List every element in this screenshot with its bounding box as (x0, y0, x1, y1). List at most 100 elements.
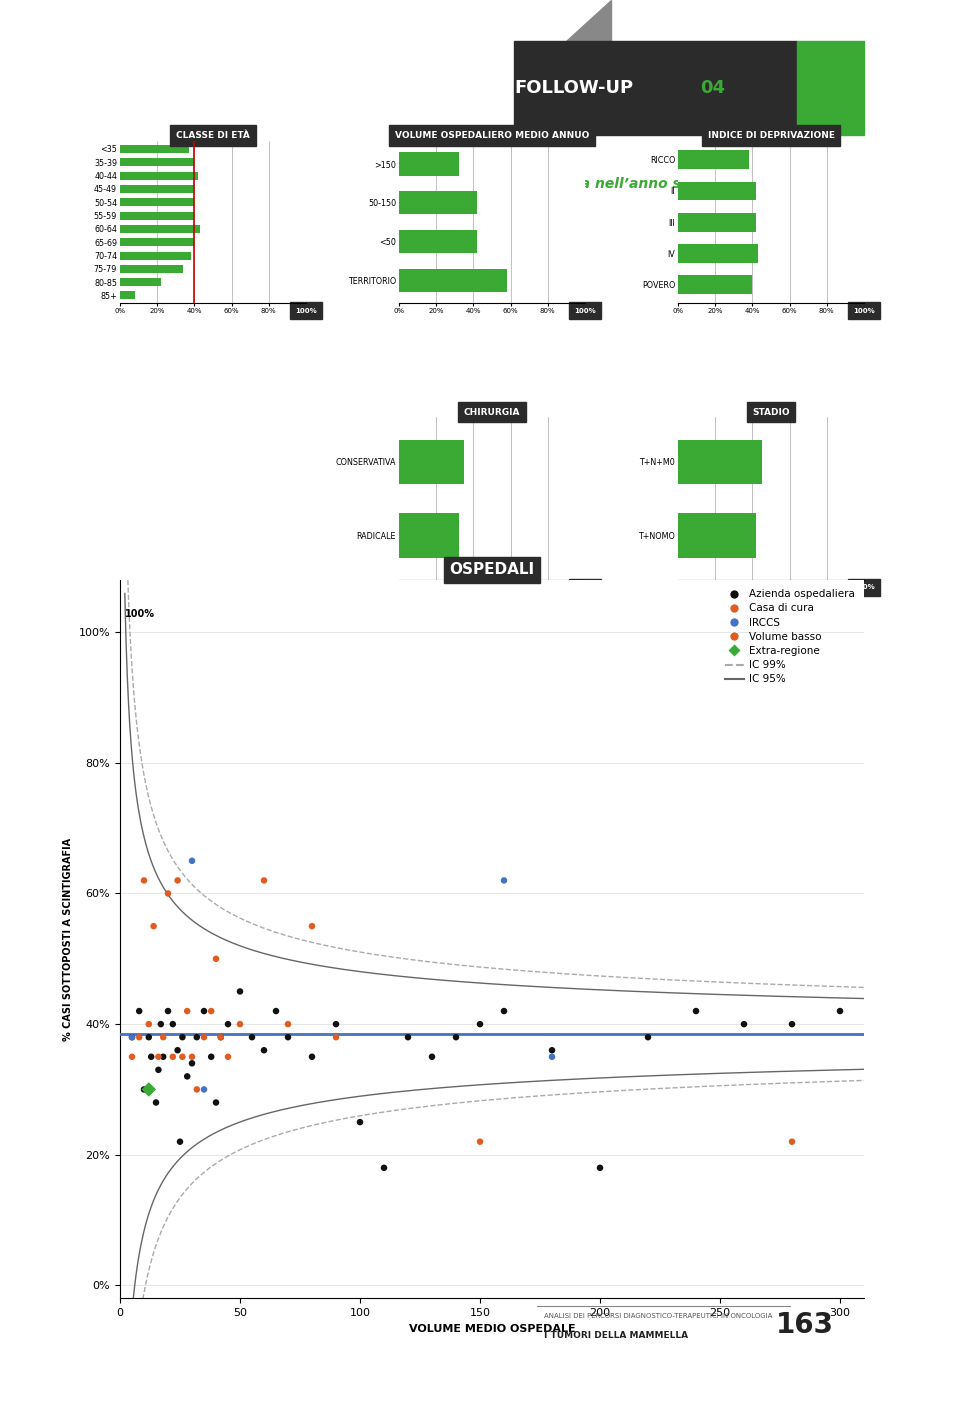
Point (173, 1131, 188, 1153)
Point (136, 1079, 152, 1101)
Point (184, 1052, 200, 1074)
Point (156, 1046, 171, 1069)
Point (146, 915, 161, 938)
Point (196, 1079, 211, 1101)
Bar (120, 158, 194, 166)
Point (136, 869, 152, 891)
Point (736, 1012, 752, 1035)
Point (196, 1000, 211, 1022)
Point (352, 1111, 368, 1133)
Bar (399, 514, 459, 558)
Bar (399, 230, 477, 253)
Point (156, 1026, 171, 1049)
Point (204, 1000, 219, 1022)
Bar (399, 269, 507, 291)
Point (184, 849, 200, 872)
Point (132, 1026, 147, 1049)
Bar (678, 439, 761, 484)
Point (184, 1046, 200, 1069)
Point (213, 1026, 228, 1049)
Text: 04: 04 (701, 79, 726, 97)
Point (175, 1046, 190, 1069)
Point (280, 1012, 296, 1035)
Point (592, 1156, 608, 1178)
Point (196, 1026, 211, 1049)
Bar (120, 172, 198, 180)
Text: ANALISI DEI PERCORSI DIAGNOSTICO-TERAPEUTICI IN ONCOLOGIA: ANALISI DEI PERCORSI DIAGNOSTICO-TERAPEU… (544, 1314, 773, 1319)
Bar (797, 41, 864, 135)
Point (244, 1026, 259, 1049)
Point (304, 915, 320, 938)
Polygon shape (566, 0, 611, 41)
Point (424, 1046, 440, 1069)
Point (784, 1131, 800, 1153)
Point (328, 1026, 344, 1049)
Bar (515, 41, 797, 135)
Point (472, 1012, 488, 1035)
X-axis label: VOLUME MEDIO OSPEDALE: VOLUME MEDIO OSPEDALE (409, 1324, 575, 1333)
Point (688, 1000, 704, 1022)
Title: CLASSE DI ETÀ: CLASSE DI ETÀ (176, 131, 250, 139)
Text: Scintigrafia ossea nell’anno successivo: Scintigrafia ossea nell’anno successivo (450, 177, 756, 191)
Point (189, 1079, 204, 1101)
Point (170, 869, 185, 891)
Text: 163: 163 (777, 1311, 834, 1339)
Point (175, 1026, 190, 1049)
Point (280, 1026, 296, 1049)
Bar (399, 191, 477, 214)
Point (154, 1012, 169, 1035)
Point (148, 1091, 163, 1114)
Point (141, 1012, 156, 1035)
Title: STADIO: STADIO (753, 407, 790, 417)
Point (268, 1000, 284, 1022)
Bar (120, 145, 189, 153)
Point (125, 1026, 140, 1049)
Point (170, 1039, 185, 1062)
Point (472, 1131, 488, 1153)
Bar (120, 199, 194, 206)
Point (165, 1046, 180, 1069)
Bar (678, 213, 756, 231)
Bar (120, 184, 194, 193)
Title: CHIRURGIA: CHIRURGIA (464, 407, 520, 417)
Point (448, 1026, 464, 1049)
Point (125, 1046, 140, 1069)
Point (220, 1012, 236, 1035)
Point (304, 1046, 320, 1069)
Point (640, 1026, 656, 1049)
Point (143, 1046, 158, 1069)
Point (544, 1039, 560, 1062)
Text: 100%: 100% (125, 610, 155, 620)
Bar (399, 152, 459, 176)
Text: I TUMORI DELLA MAMMELLA: I TUMORI DELLA MAMMELLA (544, 1332, 688, 1340)
Point (151, 1046, 166, 1069)
Title: VOLUME OSPEDALIERO MEDIO ANNUO: VOLUME OSPEDALIERO MEDIO ANNUO (395, 131, 589, 139)
Bar (678, 514, 756, 558)
Legend: Azienda ospedaliera, Casa di cura, IRCCS, Volume basso, Extra-regione, IC 99%, I: Azienda ospedaliera, Casa di cura, IRCCS… (721, 586, 859, 689)
Point (256, 1039, 272, 1062)
Bar (120, 279, 161, 286)
Point (376, 1156, 392, 1178)
Bar (120, 225, 200, 232)
Point (208, 948, 224, 970)
Point (165, 1012, 180, 1035)
Y-axis label: % CASI SOTTOPOSTI A SCINTIGRAFIA: % CASI SOTTOPOSTI A SCINTIGRAFIA (63, 838, 73, 1041)
Point (213, 1026, 228, 1049)
Bar (120, 252, 191, 259)
Bar (120, 238, 194, 246)
Text: FOLLOW-UP: FOLLOW-UP (515, 79, 634, 97)
Point (784, 1012, 800, 1035)
Title: INDICE DI DEPRIVAZIONE: INDICE DI DEPRIVAZIONE (708, 131, 834, 139)
Point (180, 1064, 195, 1087)
Point (132, 1000, 147, 1022)
Point (204, 1046, 219, 1069)
Point (151, 1059, 166, 1081)
Point (496, 869, 512, 891)
Point (832, 1000, 848, 1022)
Point (544, 1046, 560, 1069)
Point (189, 1026, 204, 1049)
Point (232, 980, 248, 1002)
Bar (678, 276, 753, 294)
Point (141, 1079, 156, 1101)
Point (496, 1000, 512, 1022)
